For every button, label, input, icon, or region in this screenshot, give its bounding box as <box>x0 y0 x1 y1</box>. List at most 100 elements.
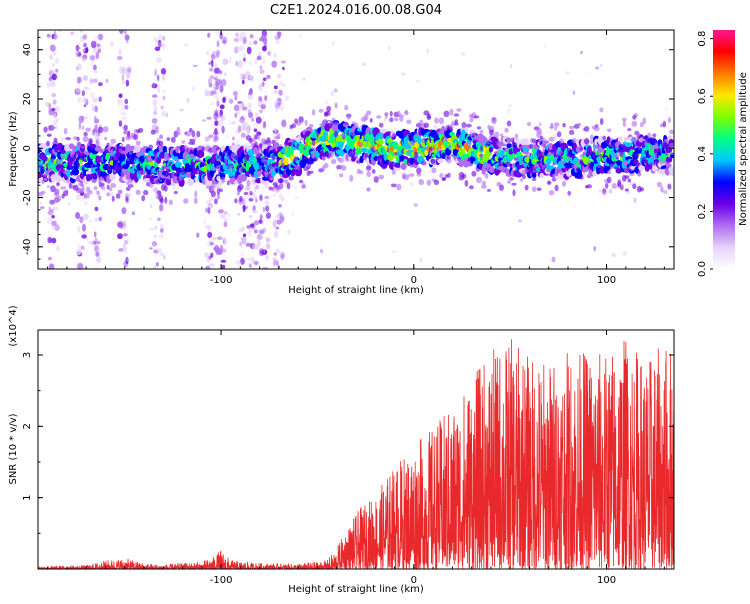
spectrogram-halo-cell <box>396 183 402 191</box>
y-tick-label: 20 <box>22 93 33 106</box>
spectrogram-speckle <box>48 256 52 261</box>
spectrogram-speckle <box>460 52 466 56</box>
spectrogram-ridge-cell <box>134 143 142 151</box>
spectrogram-streak-speckle <box>75 46 81 50</box>
spectrogram-ridge-cell <box>283 157 289 166</box>
spectrogram-halo-cell <box>259 143 263 149</box>
spectrogram-halo-cell <box>466 141 472 148</box>
spectrogram-streak-speckle <box>264 195 270 200</box>
spectrogram-speckle <box>282 84 286 88</box>
spectrogram-streak-speckle <box>155 57 162 64</box>
spectrogram-halo-cell <box>639 136 644 143</box>
spectrogram-halo-cell <box>115 193 121 199</box>
spectrogram-streak-speckle <box>124 104 129 110</box>
spectrogram-halo-cell <box>439 173 444 179</box>
spectrogram-ridge-cell <box>145 174 151 180</box>
spectrogram-speckle <box>207 62 212 65</box>
spectrogram-speckle <box>192 64 198 67</box>
spectrogram-streak-speckle <box>54 106 61 112</box>
spectrogram-streak-speckle <box>154 234 157 239</box>
spectrogram-streak-speckle <box>122 65 126 74</box>
spectrogram-halo-cell <box>100 186 106 190</box>
spectrogram-halo-cell <box>185 130 192 137</box>
spectrogram-streak-speckle <box>246 257 253 261</box>
spectrogram-halo-cell <box>586 184 592 189</box>
spectrogram-halo-cell <box>308 170 314 174</box>
spectrogram-streak-speckle <box>94 245 100 253</box>
colorbar-tick-label: 0.2 <box>697 203 708 219</box>
spectrogram-ridge-cell <box>361 147 368 153</box>
spectrogram-streak-speckle <box>152 99 158 106</box>
spectrogram-halo-cell <box>291 123 296 129</box>
spectrogram-halo-cell <box>379 122 384 128</box>
spectrogram-halo-cell <box>514 133 519 139</box>
spectrogram-halo-cell <box>344 105 349 111</box>
spectrogram-halo-cell <box>80 145 86 149</box>
spectrogram-halo-cell <box>479 153 484 158</box>
spectrogram-streak-speckle <box>93 115 97 120</box>
figure-title: C2E1.2024.016.00.08.G04 <box>270 3 442 18</box>
spectrogram-streak-speckle <box>223 211 228 215</box>
spectrogram-halo-cell <box>191 130 196 138</box>
spectrogram-halo-cell <box>326 105 332 112</box>
spectrogram-ridge-cell <box>354 148 363 155</box>
spectrogram-halo-cell <box>239 195 243 203</box>
spectrogram-halo-cell <box>569 125 575 130</box>
spectrogram-halo-cell <box>632 114 637 120</box>
spectrogram-speckle <box>267 50 271 56</box>
spectrogram-speckle <box>228 120 232 125</box>
spectrogram-streak-speckle <box>94 266 98 269</box>
spectrogram-speckle <box>237 213 241 216</box>
spectrogram-halo-cell <box>601 188 607 196</box>
spectrogram-speckle <box>225 134 229 138</box>
spectrogram-streak-speckle <box>157 247 162 254</box>
spectrogram-speckle <box>44 101 49 107</box>
spectrogram-halo-cell <box>53 192 58 196</box>
spectrogram-streak-speckle <box>151 118 158 124</box>
spectrogram-streak-speckle <box>216 40 220 48</box>
spectrogram-halo-cell <box>469 117 474 123</box>
colorbar-label: Normalized spectral amplitude <box>738 72 749 226</box>
spectrogram-speckle <box>633 197 637 204</box>
spectrogram-halo-cell <box>83 131 88 137</box>
spectrogram-ridge-cell <box>377 138 384 145</box>
spectrogram-streak-speckle <box>77 96 82 103</box>
spectrogram-streak-speckle <box>158 234 164 239</box>
y-tick-label: 40 <box>22 43 33 56</box>
spectrogram-streak-speckle <box>55 125 59 130</box>
spectrogram-streak-speckle <box>249 60 252 67</box>
spectrogram-halo-cell <box>592 149 596 156</box>
spectrogram-streak-speckle <box>278 204 282 208</box>
spectrogram-halo-cell <box>621 117 627 122</box>
spectrogram-streak-speckle <box>214 121 218 126</box>
spectrogram-halo-cell <box>423 122 429 128</box>
spectrogram-streak-speckle <box>98 216 102 222</box>
spectrogram-streak-speckle <box>90 91 94 99</box>
spectrogram-speckle <box>415 80 420 83</box>
spectrogram-halo-cell <box>493 131 500 138</box>
spectrogram-streak-speckle <box>93 70 98 74</box>
spectrogram-speckle <box>58 198 61 202</box>
spectrogram-speckle <box>598 189 602 192</box>
spectrogram-streak-speckle <box>216 183 222 190</box>
spectrogram-streak-speckle <box>242 106 248 111</box>
spectrogram-halo-cell <box>617 179 622 187</box>
spectrogram-speckle <box>229 98 234 104</box>
spectrogram-ridge-cell <box>156 156 162 164</box>
spectrogram-streak-speckle <box>274 35 280 41</box>
spectrogram-halo-cell <box>531 138 537 144</box>
spectrogram-streak-speckle <box>253 128 258 132</box>
spectrogram-speckle <box>580 50 583 55</box>
spectrogram-streak-speckle <box>218 112 223 119</box>
spectrogram-speckle <box>191 85 195 92</box>
spectrogram-streak-speckle <box>125 181 130 185</box>
spectrogram-halo-cell <box>183 198 189 204</box>
spectrogram-speckle <box>585 72 588 75</box>
spectrogram-halo-cell <box>150 129 156 135</box>
spectrogram-streak-speckle <box>56 117 59 122</box>
spectrogram-halo-cell <box>125 186 131 191</box>
spectrogram-streak-speckle <box>125 70 130 79</box>
spectrogram-streak-speckle <box>89 78 94 85</box>
spectrogram-halo-cell <box>196 130 201 138</box>
spectrogram-streak-speckle <box>90 40 97 49</box>
